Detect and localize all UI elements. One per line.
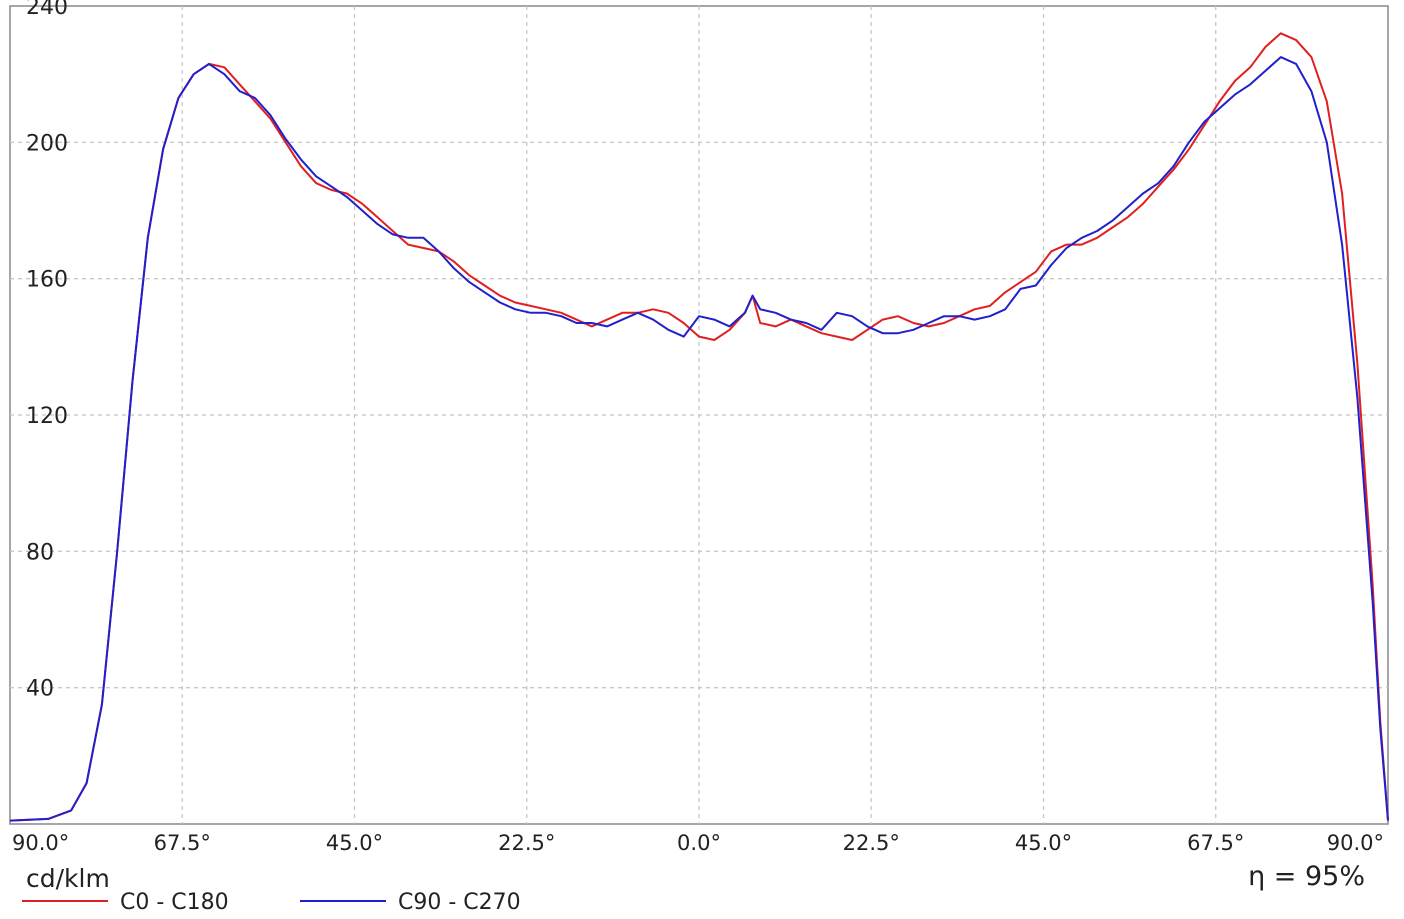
y-tick-label: 240 xyxy=(26,0,68,20)
y-tick-label: 40 xyxy=(26,677,54,702)
y-tick-label: 200 xyxy=(26,131,68,156)
x-axis-ticks: 90.0° 67.5° 45.0° 22.5° 0.0° 22.5° 45.0° 67.5° 9… xyxy=(12,831,1384,855)
x-tick-label: 22.5° xyxy=(498,831,555,855)
series-line-c0-c180 xyxy=(9,32,1389,822)
legend-label: C0 - C180 xyxy=(120,890,229,915)
series-line-c90-c270 xyxy=(9,56,1389,822)
y-tick-label: 120 xyxy=(26,404,68,429)
x-tick-label: 45.0° xyxy=(326,831,383,855)
y-axis-ticks: 40 80 120 160 200 240 xyxy=(26,0,68,702)
y-tick-label: 160 xyxy=(26,268,68,293)
legend: C0 - C180 C90 - C270 xyxy=(22,890,521,915)
x-tick-label: 90.0° xyxy=(12,831,69,855)
y-axis-unit-label: cd/klm xyxy=(26,864,110,893)
grid-lines xyxy=(10,6,1388,824)
series-lines xyxy=(9,32,1389,822)
efficiency-annotation: η = 95% xyxy=(1248,861,1365,892)
x-tick-label: 90.0° xyxy=(1327,831,1384,855)
legend-label: C90 - C270 xyxy=(398,890,521,915)
x-tick-label: 45.0° xyxy=(1015,831,1072,855)
x-tick-label: 0.0° xyxy=(677,831,721,855)
x-tick-label: 67.5° xyxy=(1187,831,1244,855)
x-tick-label: 67.5° xyxy=(154,831,211,855)
y-tick-label: 80 xyxy=(26,540,54,565)
x-tick-label: 22.5° xyxy=(843,831,900,855)
